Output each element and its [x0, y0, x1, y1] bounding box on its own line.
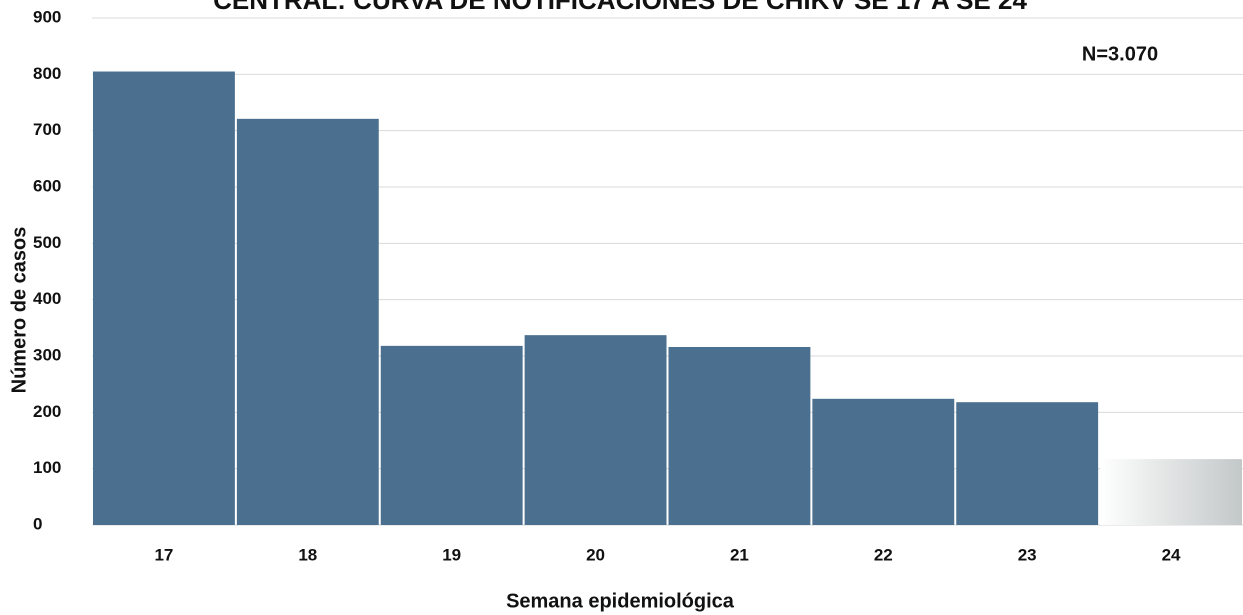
- y-tick-label: 100: [33, 458, 61, 477]
- y-tick-label: 600: [33, 176, 61, 195]
- y-tick-label: 900: [33, 7, 61, 26]
- bar: [524, 335, 667, 525]
- bar: [956, 402, 1099, 525]
- bar: [93, 71, 235, 526]
- bar: [380, 345, 523, 525]
- x-tick-label: 17: [154, 545, 173, 564]
- x-tick-label: 22: [874, 545, 893, 564]
- y-tick-label: 0: [33, 514, 42, 533]
- x-tick-label: 18: [298, 545, 317, 564]
- x-tick-label: 20: [586, 545, 605, 564]
- y-axis-label: Número de casos: [8, 227, 30, 394]
- x-axis-label: Semana epidemiológica: [506, 590, 735, 612]
- x-tick-label: 23: [1018, 545, 1037, 564]
- y-tick-label: 200: [33, 402, 61, 421]
- bar: [1100, 459, 1242, 525]
- y-tick-label: 400: [33, 289, 61, 308]
- bar: [668, 346, 811, 525]
- x-tick-label: 19: [442, 545, 461, 564]
- x-tick-label: 24: [1162, 545, 1181, 564]
- y-tick-label: 300: [33, 345, 61, 364]
- bars: [93, 71, 1242, 526]
- bar: [812, 398, 955, 525]
- chart-title: CENTRAL: CURVA DE NOTIFICACIONES DE CHIK…: [213, 0, 1027, 15]
- y-tick-label: 500: [33, 233, 61, 252]
- bar: [236, 118, 379, 525]
- annotation: N=3.070: [1082, 43, 1158, 65]
- y-tick-label: 800: [33, 64, 61, 83]
- y-tick-label: 700: [33, 120, 61, 139]
- x-tick-label: 21: [730, 545, 749, 564]
